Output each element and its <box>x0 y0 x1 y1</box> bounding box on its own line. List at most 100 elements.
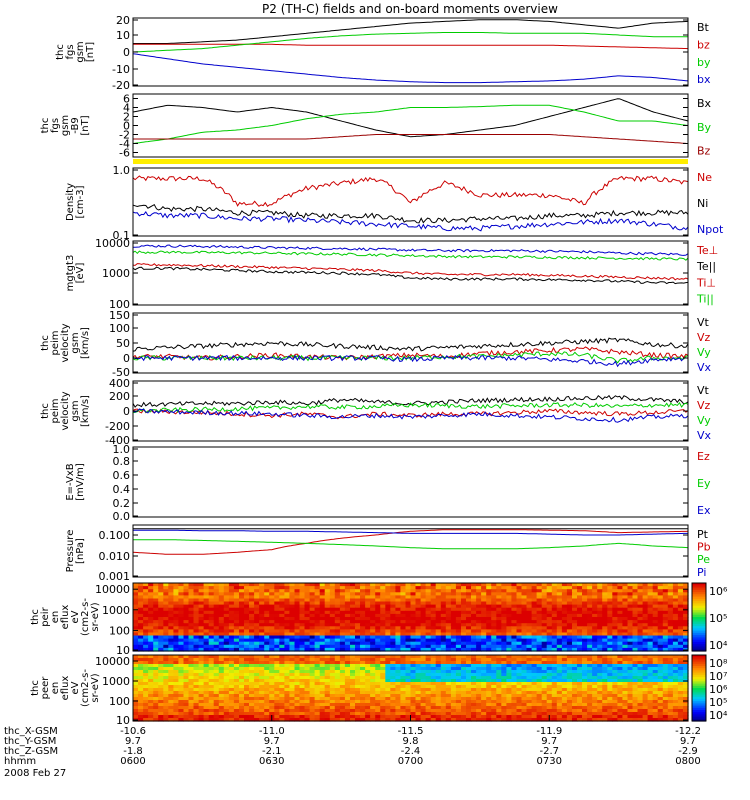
orbit-row-value: 9.7 <box>264 736 280 747</box>
legend-entry: Ti⊥ <box>696 276 716 289</box>
y-axis-label-line: [km/s] <box>80 327 91 359</box>
legend-density: Ne Ni Npot <box>697 171 724 236</box>
series-line-bz <box>133 43 689 50</box>
y-tick-label: 0.100 <box>99 529 131 542</box>
legend-entry: Vz <box>697 331 711 344</box>
y-axis-label-line: en <box>50 611 61 624</box>
y-axis-label-line: [nT] <box>85 42 96 62</box>
y-tick-label: 1000 <box>102 267 130 280</box>
y-axis-label-fgs: thc fgs gsm [nT] <box>55 41 96 62</box>
y-tick-label: 10000 <box>95 655 130 668</box>
orbit-row-label: thc_Z-GSM <box>4 746 58 757</box>
legend-entry: Vy <box>697 414 711 427</box>
orbit-row-value: 9.7 <box>680 736 696 747</box>
plot-frame <box>132 524 689 578</box>
series-line-Vt <box>132 337 689 352</box>
y-tick-label: 200 <box>109 390 130 403</box>
y-axis-label-line: (cm2-s- <box>80 669 91 707</box>
series-line-Ne <box>132 175 689 208</box>
y-tick-label: 0 <box>123 352 130 365</box>
chart-title: P2 (TH-C) fields and on-board moments ov… <box>262 2 558 16</box>
y-axis-label-line: thc <box>55 44 66 60</box>
legend-entry: Ex <box>697 504 711 517</box>
y-tick-label: 150 <box>109 309 130 322</box>
y-tick-label: 10 <box>116 29 130 42</box>
orbit-row-value: -10.6 <box>120 726 146 737</box>
y-axis-label-peer_flux: thc peer en eflux eV (cm2-s-sr-eV) <box>30 669 101 707</box>
y-axis-label-line: gsm <box>75 41 86 62</box>
series-line-Te|| <box>132 266 689 285</box>
legend-fgs_gse: Bx By Bz <box>697 97 712 158</box>
y-axis-label-line: [nPa] <box>75 538 86 564</box>
y-axis-label-line: [nT] <box>80 115 91 135</box>
y-axis-label-line: thc <box>40 335 51 351</box>
y-axis-label-line: en <box>50 682 61 695</box>
y-tick-label: 0.0 <box>113 510 131 523</box>
legend-entry: Vt <box>697 384 710 397</box>
legend-entry: Vt <box>697 316 710 329</box>
y-axis-label-line: [mV/m] <box>75 463 86 501</box>
legend-entry: Te⊥ <box>696 244 718 257</box>
orbit-row-value: -11.0 <box>259 726 285 737</box>
legend-entry: Bx <box>697 97 712 110</box>
panel-density: Ne Ni Npot 1.0 0.1 Density [cm-3] <box>65 164 724 242</box>
legend-entry: bz <box>697 38 710 51</box>
y-axis-label-line: sr-eV) <box>90 602 101 631</box>
series-line-Vy <box>132 351 689 364</box>
y-axis-label-line: Pressure <box>65 530 76 573</box>
colorbar-tick-label: 10⁷ <box>709 670 727 683</box>
y-axis-label-efield: E=-VxB [mV/m] <box>65 463 86 501</box>
y-tick-label: 10000 <box>95 237 130 250</box>
colorbar-tick-label: 10⁴ <box>709 639 728 652</box>
y-axis-label-line: peim <box>50 398 61 423</box>
orbit-table: thc_X-GSM -10.6 -11.0 -11.5 -11.9 -12.2 thc_Y-… <box>4 726 701 779</box>
orbit-row-value: -2.4 <box>401 746 421 757</box>
y-tick-label: 100 <box>109 298 130 311</box>
y-tick-label: 0.4 <box>113 483 131 496</box>
orbit-row-value: -2.1 <box>262 746 282 757</box>
series-line-Pi <box>133 529 688 536</box>
y-tick-label: 0.1 <box>113 229 131 242</box>
y-axis-label-line: Density <box>65 183 76 221</box>
legend-entry: Pb <box>697 541 711 554</box>
colorbar-tick-label: 10⁶ <box>709 683 728 696</box>
plot-frame <box>132 17 689 87</box>
orbit-row-value: 9.7 <box>125 736 141 747</box>
series-line-Vx <box>132 408 689 423</box>
y-axis-label-line: sr-eV) <box>90 673 101 702</box>
y-axis-label-pressure: Pressure [nPa] <box>65 530 86 573</box>
orbit-row-value: -11.9 <box>536 726 562 737</box>
colorbar-tick-label: 10⁸ <box>709 657 728 670</box>
legend-entry: Pt <box>697 528 709 541</box>
panel-efield: Ez Ey Ex 1.00.80.60.40.20.0 E=-VxB [mV/m] <box>65 443 711 523</box>
series-line-Vt <box>132 394 689 408</box>
y-axis-label-line: E=-VxB <box>65 463 76 500</box>
y-axis-label-line: thc <box>30 609 41 625</box>
y-axis-label-line: velocity <box>60 391 71 430</box>
y-tick-label: -50 <box>112 366 130 379</box>
legend-velocity_i: Vt Vz Vy Vx <box>697 384 712 442</box>
y-tick-label: 0.6 <box>113 469 131 482</box>
colorbar-tick-label: 10⁵ <box>709 696 727 709</box>
y-tick-label: 6 <box>123 93 130 106</box>
series-line-Bx <box>132 98 689 138</box>
date-label: 2008 Feb 27 <box>4 768 66 779</box>
y-tick-label: 10 <box>116 644 130 657</box>
orbit-row-value: 0800 <box>675 756 700 767</box>
series-line-Bt <box>133 19 689 44</box>
y-tick-label: -10 <box>112 63 130 76</box>
y-axis-label-line: gsm <box>60 115 71 136</box>
series-line-Vz <box>132 346 689 361</box>
y-axis-label-velocity_i: thc peim velocity gsm [km/s] <box>40 391 91 430</box>
colorbar-tick-label: 10⁵ <box>709 612 727 625</box>
legend-entry: Ne <box>697 171 712 184</box>
y-axis-label-line: peim <box>50 330 61 355</box>
legend-efield: Ez Ey Ex <box>697 450 711 517</box>
y-axis-label-line: eflux <box>60 605 71 630</box>
legend-fgs: Bt bz by bx <box>697 21 711 86</box>
orbit-row-value: 0600 <box>120 756 145 767</box>
